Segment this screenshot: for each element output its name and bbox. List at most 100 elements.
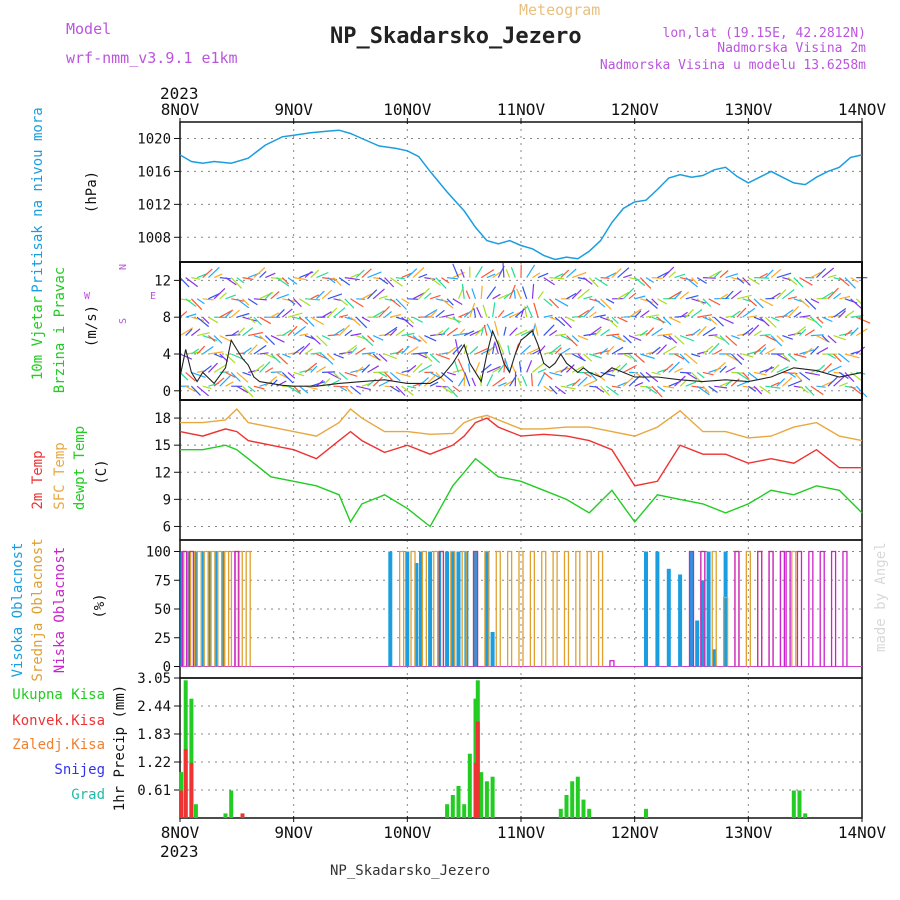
wind-arrow bbox=[583, 306, 595, 318]
wind-arrow bbox=[264, 292, 273, 300]
wind-arrow bbox=[179, 353, 193, 360]
wind-arrow bbox=[236, 327, 245, 337]
wind-arrow bbox=[418, 353, 428, 359]
wind-arrow bbox=[713, 270, 722, 279]
wind-arrow bbox=[441, 298, 454, 309]
year-top: 2023 bbox=[160, 84, 199, 103]
cloud-bar-mid bbox=[563, 550, 570, 667]
wind-arrow bbox=[259, 352, 269, 355]
wind-arrow bbox=[657, 385, 666, 392]
wind-arrow bbox=[747, 371, 758, 380]
wind-arrow bbox=[742, 298, 752, 303]
wind-arrow bbox=[566, 292, 577, 300]
wind-arrow bbox=[600, 298, 612, 310]
wind-arrow bbox=[457, 358, 465, 373]
wind-arrow bbox=[461, 283, 465, 299]
wind-arrow bbox=[276, 277, 290, 287]
cloud-bar-high bbox=[456, 551, 461, 667]
wind-arrow bbox=[463, 330, 475, 337]
wind-arrow bbox=[507, 345, 511, 355]
wind-arrow bbox=[304, 316, 315, 327]
wind-arrow bbox=[498, 382, 507, 387]
wind-arrow bbox=[856, 316, 871, 324]
cloud-bar-mid bbox=[421, 550, 428, 667]
wind-arrow bbox=[674, 273, 686, 279]
wind-arrow bbox=[606, 369, 615, 373]
precip-label-graupel: Grad bbox=[71, 787, 105, 803]
wind-arrow bbox=[384, 326, 398, 337]
wind-arrow bbox=[781, 376, 793, 387]
wind-arrow bbox=[253, 344, 267, 355]
wind-arrow bbox=[401, 316, 414, 328]
cloud-bar-mid bbox=[586, 550, 592, 667]
wind-arrow bbox=[429, 381, 439, 387]
wind-arrow bbox=[679, 353, 690, 364]
precip-bar-total bbox=[797, 790, 802, 818]
wind-arrow bbox=[236, 385, 249, 394]
wind-arrow bbox=[270, 353, 281, 364]
meteogram-label: Meteogram bbox=[519, 1, 600, 19]
elevation-label: Nadmorska Visina 2m bbox=[717, 41, 866, 56]
precip-bar-conv bbox=[473, 762, 478, 818]
wind-arrow bbox=[611, 316, 619, 324]
wind-arrow bbox=[770, 268, 782, 279]
wind-arrow bbox=[702, 277, 716, 279]
wind-arrow bbox=[259, 335, 269, 344]
cloud-bar-high bbox=[200, 551, 205, 667]
wind-arrow bbox=[333, 277, 342, 286]
wind-arrow bbox=[640, 353, 655, 360]
wind-arrow bbox=[287, 312, 303, 318]
wind-arrow bbox=[372, 353, 381, 361]
precip-bar-total bbox=[479, 772, 484, 818]
wind-arrow bbox=[350, 316, 361, 327]
wind-arrow bbox=[679, 379, 688, 387]
wind-arrow bbox=[617, 316, 628, 323]
cloud-bar-high bbox=[655, 551, 660, 667]
cloud-bar-high bbox=[700, 580, 705, 667]
wind-arrow bbox=[372, 335, 384, 341]
wind-arrow bbox=[532, 362, 545, 373]
wind-arrow bbox=[679, 277, 693, 282]
cloud-bar-high bbox=[695, 620, 700, 667]
wind-arrow bbox=[770, 316, 780, 322]
temp-series-0 bbox=[179, 417, 862, 487]
wind-arrow bbox=[476, 306, 482, 318]
wind-arrow bbox=[498, 293, 509, 300]
wind-arrow bbox=[492, 367, 501, 373]
wind-arrow bbox=[764, 365, 773, 373]
wind-arrow bbox=[475, 348, 488, 355]
wind-arrow bbox=[656, 316, 665, 324]
wind-compass: N W E S bbox=[84, 264, 156, 324]
wind-arrow bbox=[248, 331, 264, 337]
cloud-bar-mid bbox=[217, 550, 223, 667]
wind-arrow bbox=[577, 309, 590, 318]
wind-arrow bbox=[526, 360, 533, 373]
precip-bar-conv bbox=[240, 813, 245, 818]
wind-arrow bbox=[566, 352, 580, 355]
wind-arrow bbox=[492, 302, 496, 318]
wind-arrow bbox=[645, 385, 658, 395]
wind-arrow bbox=[191, 316, 205, 321]
wind-arrow bbox=[281, 371, 294, 384]
wind-arrow bbox=[776, 289, 787, 300]
wind-arrow bbox=[516, 288, 522, 300]
wind-arrow bbox=[447, 277, 459, 280]
wind-arrow bbox=[429, 277, 441, 286]
wind-arrow bbox=[759, 316, 770, 327]
wind-arrow bbox=[471, 377, 477, 387]
wind-arrow bbox=[259, 270, 267, 279]
xtick-label-bottom: 8NOV bbox=[161, 823, 200, 842]
wind-arrow bbox=[350, 385, 362, 395]
precip-bar-total bbox=[564, 795, 569, 818]
wind-arrow bbox=[696, 277, 707, 284]
wind-arrow bbox=[310, 269, 320, 279]
wind-arrow bbox=[827, 365, 842, 373]
wind-arrow bbox=[502, 262, 505, 278]
wind-arrow bbox=[367, 289, 378, 300]
wind-arrow bbox=[821, 267, 835, 279]
wind-arrow bbox=[713, 362, 726, 373]
wind-arrow bbox=[776, 366, 789, 373]
wind-arrow bbox=[833, 292, 842, 300]
wind-arrow bbox=[219, 335, 232, 343]
